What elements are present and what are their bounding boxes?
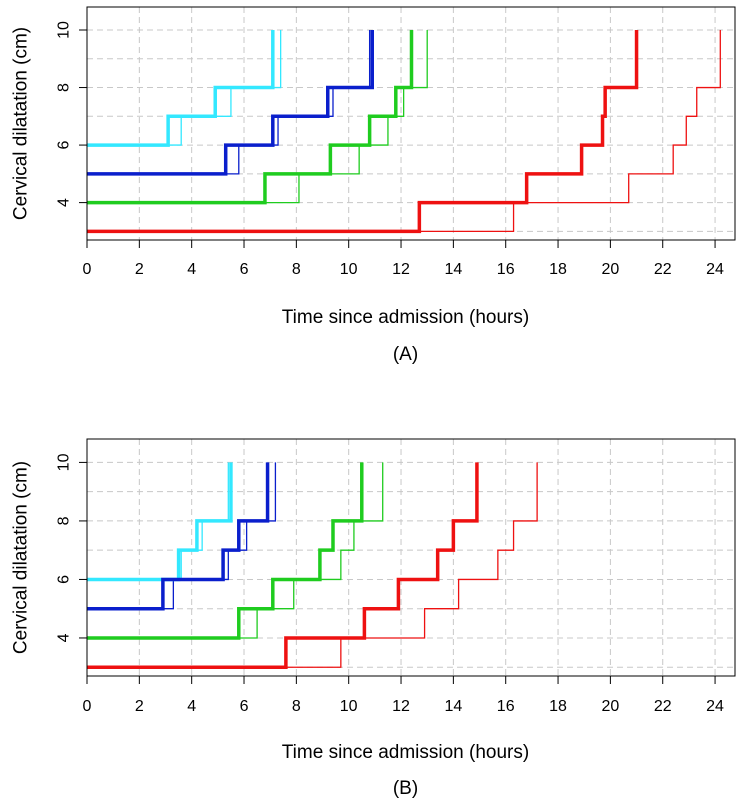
- series-line-blue-thin: [87, 462, 277, 610]
- y-tick-label: 8: [56, 516, 73, 525]
- x-tick-label: 24: [706, 261, 724, 278]
- panel-label: (A): [393, 344, 418, 365]
- series-line-red-thick: [87, 30, 639, 234]
- x-tick-label: 6: [240, 261, 249, 278]
- y-tick-label: 4: [56, 198, 73, 207]
- series-line-red-thick: [87, 462, 479, 669]
- series-line-cyan-thick: [87, 30, 275, 147]
- series-line-blue-thick: [87, 30, 374, 176]
- x-tick-label: 14: [444, 261, 462, 278]
- x-tick-label: 8: [292, 261, 301, 278]
- x-tick-label: 22: [654, 261, 672, 278]
- y-tick-label: 10: [56, 21, 73, 39]
- x-tick-label: 22: [654, 698, 672, 715]
- x-tick-label: 12: [392, 261, 410, 278]
- x-tick-label: 10: [340, 261, 358, 278]
- x-tick-label: 6: [240, 698, 249, 715]
- x-tick-label: 16: [497, 261, 515, 278]
- y-axis-label: Cervical dilatation (cm): [11, 27, 32, 220]
- x-tick-label: 0: [83, 698, 92, 715]
- x-tick-label: 24: [706, 698, 724, 715]
- x-tick-label: 2: [135, 261, 144, 278]
- x-axis-label: Time since admission (hours): [282, 307, 529, 328]
- x-tick-label: 4: [187, 698, 196, 715]
- x-tick-label: 18: [549, 261, 567, 278]
- y-tick-label: 6: [56, 141, 73, 150]
- x-tick-label: 20: [601, 261, 619, 278]
- y-tick-label: 4: [56, 633, 73, 642]
- y-tick-label: 10: [56, 453, 73, 471]
- x-tick-label: 8: [292, 698, 301, 715]
- x-axis-label: Time since admission (hours): [282, 742, 529, 763]
- x-tick-label: 18: [549, 698, 567, 715]
- series-line-blue-thick: [87, 462, 270, 611]
- plot-frame: [86, 438, 736, 677]
- x-tick-label: 10: [340, 698, 358, 715]
- series-line-cyan-thin: [87, 30, 282, 146]
- y-axis-label: Cervical dilatation (cm): [11, 461, 32, 654]
- x-tick-label: 0: [83, 261, 92, 278]
- x-tick-label: 12: [392, 698, 410, 715]
- y-tick-label: 6: [56, 575, 73, 584]
- y-tick-label: 8: [56, 83, 73, 92]
- x-tick-label: 2: [135, 698, 144, 715]
- panel-label: (B): [393, 778, 418, 799]
- plot-frame: [86, 6, 736, 241]
- x-tick-label: 20: [601, 698, 619, 715]
- x-tick-label: 4: [187, 261, 196, 278]
- series-line-green-thick: [87, 30, 414, 205]
- x-tick-label: 16: [497, 698, 515, 715]
- series-line-green-thick: [87, 462, 364, 640]
- x-tick-label: 14: [444, 698, 462, 715]
